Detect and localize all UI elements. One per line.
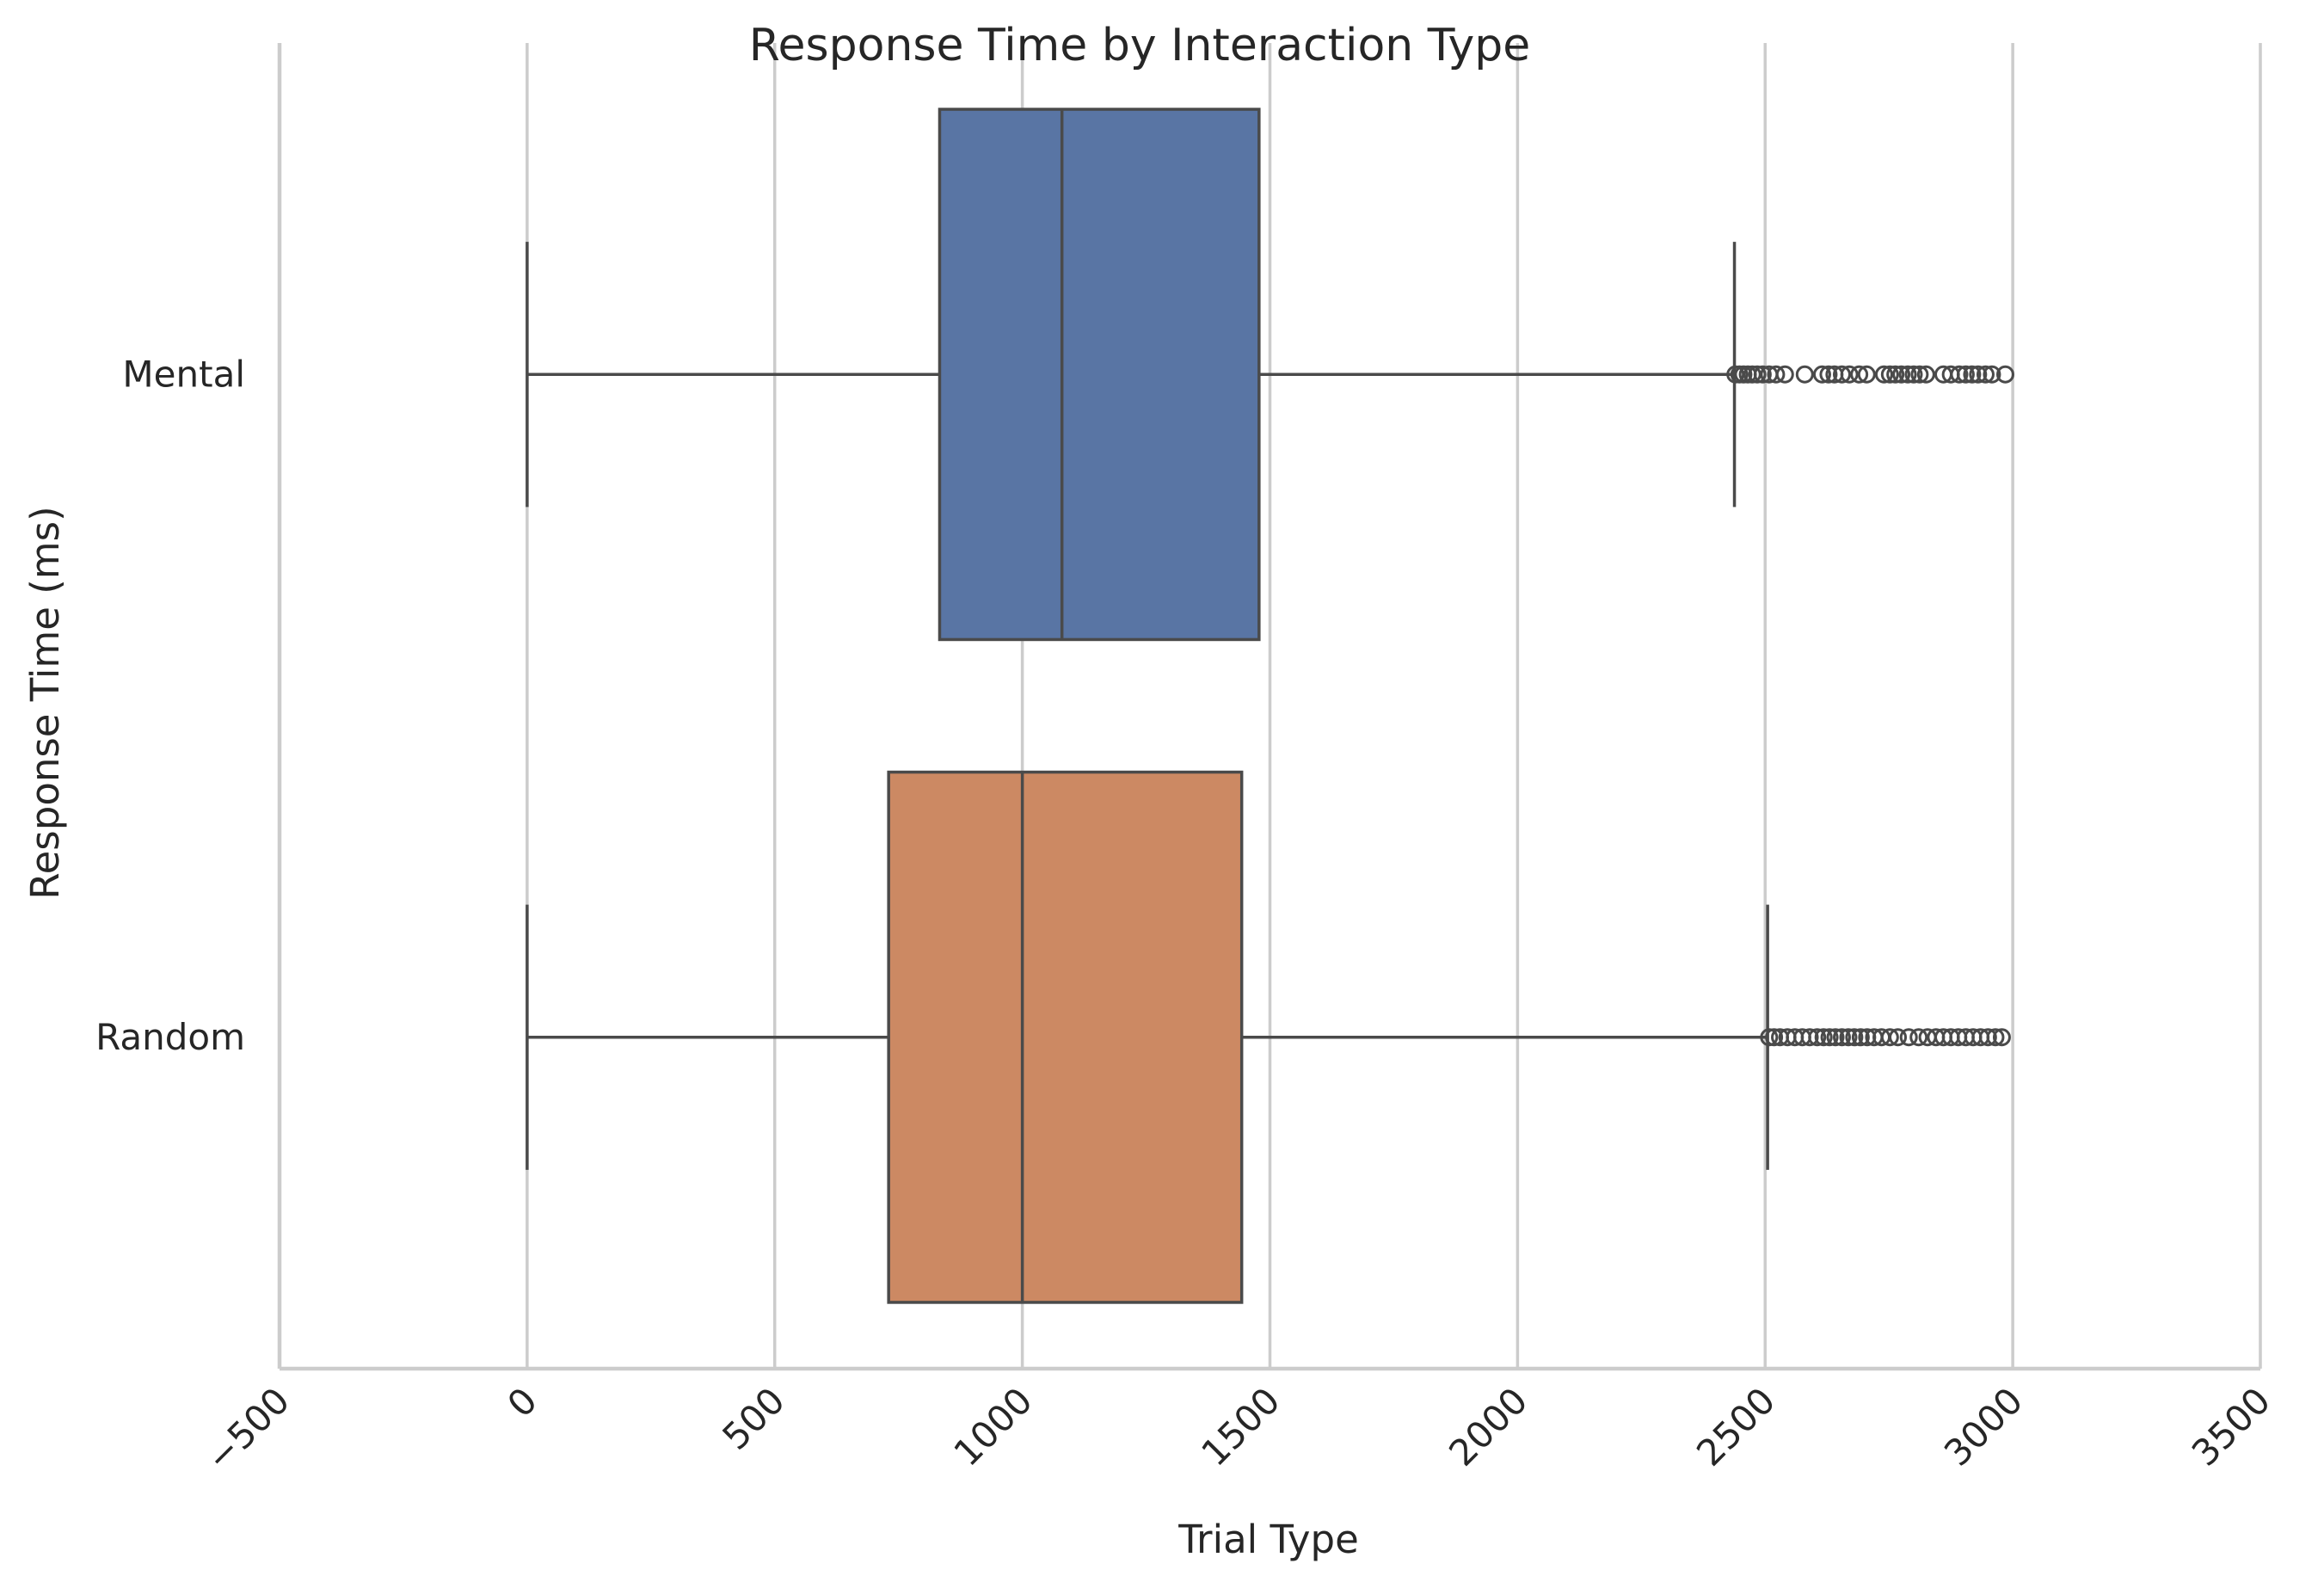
outlier-point: [1969, 365, 1988, 384]
outlier-point: [1898, 365, 1917, 384]
outlier-point: [1812, 365, 1831, 384]
outlier-point: [1753, 365, 1772, 384]
outlier-point: [1886, 365, 1905, 384]
outlier-point: [1832, 1028, 1851, 1047]
iqr-box: [887, 770, 1244, 1304]
outlier-point: [1743, 365, 1761, 384]
outlier-point: [1995, 365, 2014, 384]
x-axis-title: Trial Type: [1177, 1517, 1359, 1562]
outlier-point: [1845, 1028, 1864, 1047]
outlier-point: [1963, 365, 1982, 384]
chart-title: Response Time by Interaction Type: [749, 20, 1530, 71]
outlier-point: [1916, 365, 1935, 384]
outlier-point: [1976, 365, 1995, 384]
outlier-point: [1808, 1028, 1827, 1047]
outlier-point: [1800, 1028, 1819, 1047]
outlier-point: [1857, 365, 1876, 384]
outlier-point: [1904, 365, 1923, 384]
outlier-point: [1956, 365, 1975, 384]
outlier-point: [1760, 1028, 1779, 1047]
x-tick-label: 0: [499, 1379, 545, 1425]
iqr-box: [938, 108, 1261, 642]
outlier-point: [1820, 1028, 1839, 1047]
x-tick-label: 1000: [945, 1379, 1040, 1474]
outlier-point: [1832, 365, 1851, 384]
grid-layer: [277, 43, 2262, 1371]
y-category-label: Random: [95, 1016, 245, 1058]
x-tick-label: 1500: [1193, 1379, 1288, 1474]
outlier-point: [1909, 1028, 1928, 1047]
outlier-point: [1978, 1028, 1997, 1047]
outlier-point: [1986, 1028, 2005, 1047]
outlier-point: [1850, 365, 1869, 384]
outlier-point: [1851, 1028, 1870, 1047]
outlier-point: [1775, 365, 1794, 384]
outlier-point: [1983, 365, 2001, 384]
x-tick-label: 2500: [1688, 1379, 1783, 1474]
outlier-point: [1826, 1028, 1845, 1047]
x-tick-label: 2000: [1441, 1379, 1535, 1474]
outlier-point: [1950, 365, 1969, 384]
outlier-point: [1889, 1028, 1908, 1047]
outlier-point: [1795, 365, 1814, 384]
box-layer: [526, 108, 2014, 1304]
outlier-point: [1767, 365, 1786, 384]
outlier-point: [1880, 1028, 1899, 1047]
outlier-point: [1874, 365, 1893, 384]
outlier-point: [1839, 1028, 1858, 1047]
y-axis-title: Response Time (ms): [22, 506, 68, 899]
outlier-point: [1840, 365, 1859, 384]
x-tick-label: −500: [198, 1379, 298, 1479]
outlier-point: [1910, 365, 1929, 384]
outlier-point: [1765, 1028, 1784, 1047]
outlier-point: [1819, 365, 1838, 384]
outlier-point: [1748, 365, 1767, 384]
x-tick-label: 500: [714, 1379, 792, 1457]
y-category-label: Mental: [122, 353, 245, 395]
outlier-point: [1880, 365, 1899, 384]
x-tick-label: 3500: [2184, 1379, 2278, 1474]
x-tick-label: 3000: [1936, 1379, 2031, 1474]
outlier-point: [1992, 1028, 2011, 1047]
outlier-point: [1899, 1028, 1918, 1047]
outlier-point: [1892, 365, 1911, 384]
outlier-point: [1814, 1028, 1833, 1047]
